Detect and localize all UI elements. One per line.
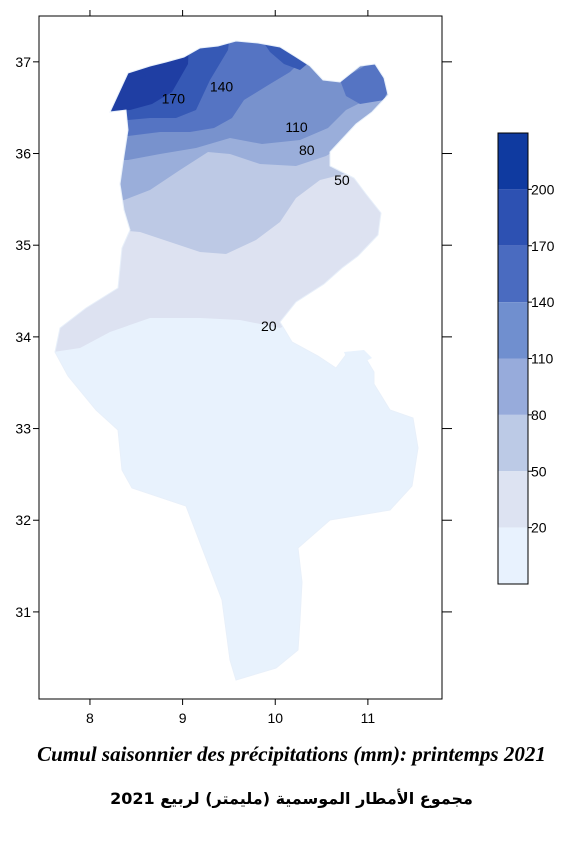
legend-label: 200 bbox=[531, 181, 555, 197]
legend-swatch bbox=[498, 471, 528, 528]
caption-arabic: مجموع الأمطار الموسمية (مليمتر) لربيع 20… bbox=[110, 789, 473, 808]
legend-label: 110 bbox=[531, 351, 554, 367]
color-legend: 200 170 140 110 80 50 20 bbox=[497, 132, 555, 585]
legend-label: 80 bbox=[531, 407, 547, 423]
x-tick-label: 9 bbox=[179, 710, 187, 726]
contour-label: 140 bbox=[210, 79, 234, 95]
y-tick-label: 34 bbox=[15, 329, 31, 345]
y-tick-label: 31 bbox=[15, 604, 31, 620]
legend-label: 140 bbox=[531, 294, 555, 310]
caption-french: Cumul saisonnier des précipitations (mm)… bbox=[37, 742, 546, 766]
contour-labels: 170 140 110 80 50 20 bbox=[162, 79, 350, 334]
legend-label: 50 bbox=[531, 463, 547, 479]
contour-label: 80 bbox=[299, 142, 315, 158]
legend-swatch bbox=[498, 302, 528, 359]
x-axis: 8 9 10 11 bbox=[86, 10, 375, 726]
y-tick-label: 32 bbox=[15, 512, 31, 528]
contour-label: 110 bbox=[285, 119, 308, 135]
legend-label: 20 bbox=[531, 520, 547, 536]
legend-swatch bbox=[498, 133, 528, 190]
legend-swatch bbox=[498, 189, 528, 246]
x-tick-label: 11 bbox=[361, 710, 376, 726]
y-tick-label: 36 bbox=[15, 146, 31, 162]
legend-swatch bbox=[498, 358, 528, 415]
y-tick-label: 33 bbox=[15, 421, 31, 437]
island-galite bbox=[128, 70, 146, 80]
island-djerba bbox=[344, 350, 372, 364]
contour-label: 170 bbox=[162, 91, 186, 107]
y-tick-label: 37 bbox=[15, 54, 31, 70]
island-kerkennah bbox=[350, 228, 366, 240]
contour-label: 20 bbox=[261, 318, 277, 334]
legend-swatch bbox=[498, 414, 528, 472]
island-djerba-south bbox=[336, 366, 356, 384]
x-tick-label: 10 bbox=[267, 710, 283, 726]
band-170-capbon bbox=[340, 62, 392, 104]
x-tick-label: 8 bbox=[86, 710, 94, 726]
contour-label: 50 bbox=[334, 172, 350, 188]
legend-swatch bbox=[498, 527, 528, 584]
legend-swatch bbox=[498, 245, 528, 303]
legend-label: 170 bbox=[531, 238, 555, 254]
y-axis: 31 32 33 34 35 36 37 bbox=[15, 54, 452, 620]
y-tick-label: 35 bbox=[15, 237, 31, 253]
